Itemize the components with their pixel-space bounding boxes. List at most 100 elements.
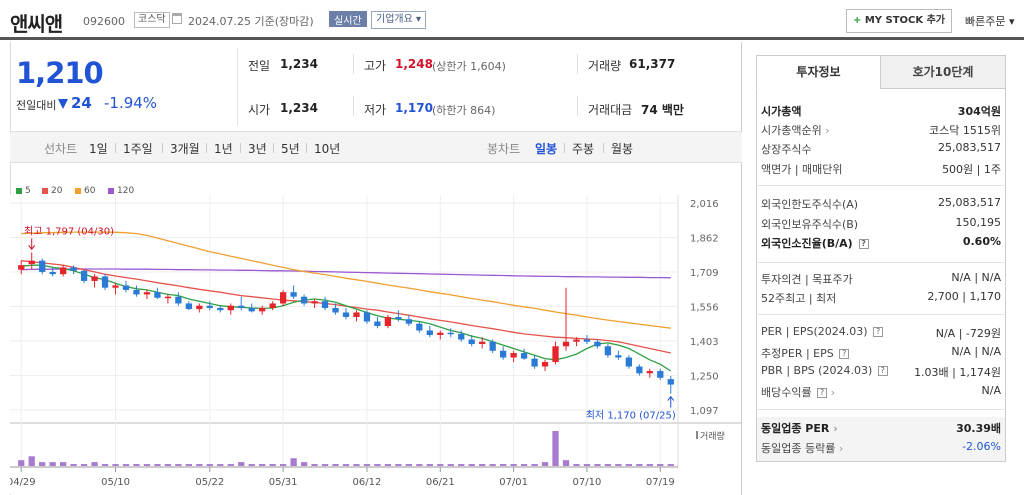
range-10y[interactable]: 10년 [314, 142, 341, 156]
quote-date: 2024.07.25 기준(장마감) [188, 15, 314, 28]
volume-bar [657, 464, 664, 466]
chevron-right-icon[interactable]: › [827, 386, 836, 399]
info-row: 외국인보유주식수(B) 150,195 [761, 216, 1001, 234]
help-icon[interactable]: ? [873, 327, 884, 337]
volume-bar [342, 464, 350, 466]
x-tick-label: 05/22 [195, 477, 224, 488]
chevron-right-icon[interactable]: › [835, 442, 844, 455]
info-value: 25,083,517 [938, 196, 1001, 209]
candle-body [311, 301, 318, 304]
chevron-right-icon[interactable]: › [829, 422, 838, 435]
range-1y[interactable]: 1년 [214, 142, 233, 156]
volume-bar [321, 464, 329, 466]
price-chart[interactable]: 2,016 1,862 1,709 1,556 1,403 1,250 1,097 04/29… [10, 195, 742, 495]
help-icon[interactable]: ? [877, 366, 888, 376]
candle-body [489, 341, 496, 351]
x-tick-label: 06/21 [426, 477, 455, 488]
x-tick-label: 07/10 [573, 477, 602, 488]
realtime-button[interactable]: 실시간 [329, 11, 367, 27]
divider [758, 262, 1004, 263]
info-key: 52주최고 | 최저 [761, 292, 837, 305]
market-badge: 코스닥 [134, 12, 170, 28]
volume-bar [196, 464, 203, 466]
candle-body [636, 366, 643, 374]
info-value: 500원 | 1주 [942, 163, 1001, 176]
volume-bar [248, 464, 255, 466]
low-value: 1,170 [395, 101, 433, 115]
divider [273, 143, 274, 153]
info-row: 52주최고 | 최저 2,700 | 1,170 [761, 290, 1001, 308]
help-icon[interactable]: ? [839, 349, 850, 359]
info-value: N/A | N/A [951, 345, 1001, 358]
divider [758, 314, 1004, 315]
info-value: 150,195 [955, 216, 1002, 229]
volume-bar [552, 431, 559, 466]
tab-investment-info[interactable]: 투자정보 [756, 55, 881, 89]
candle-chart-label: 봉차트 [487, 142, 521, 156]
quick-order-dropdown[interactable]: 빠른주문 ▾ [965, 15, 1015, 28]
range-1w[interactable]: 1주일 [123, 142, 153, 156]
candle-body [238, 305, 245, 308]
range-3y[interactable]: 3년 [248, 142, 267, 156]
divider [577, 54, 578, 74]
volume-bar [416, 464, 423, 466]
line-chart-label: 선차트 [44, 142, 78, 156]
candle-body [562, 341, 570, 347]
y-tick-label: 1,250 [690, 372, 719, 383]
volume-bar [269, 464, 276, 466]
candle-body [625, 357, 632, 367]
x-tick-label: 07/01 [499, 477, 528, 488]
candle-body [154, 292, 161, 298]
volume-bar [531, 464, 538, 466]
candle-body [573, 339, 580, 342]
range-5y[interactable]: 5년 [281, 142, 300, 156]
volume-bar [500, 464, 507, 466]
info-value: -2.06% [962, 440, 1001, 453]
open-value: 1,234 [280, 101, 318, 115]
help-icon[interactable]: ? [858, 239, 869, 249]
divider [206, 143, 207, 153]
candle-body [510, 353, 517, 358]
y-tick-label: 1,403 [690, 337, 719, 348]
divider [603, 143, 604, 153]
change-label: 전일대비 [16, 99, 57, 112]
volume-bar [112, 464, 119, 466]
info-row: 추정PER | EPS ? N/A | N/A [761, 345, 1001, 363]
moving-average-ma120 [21, 268, 671, 279]
mystock-add-button[interactable]: + MY STOCK 추가 [846, 9, 952, 33]
candle-body [28, 260, 35, 265]
volume-bar [395, 464, 402, 466]
range-3m[interactable]: 3개월 [170, 142, 200, 156]
volume-bar [101, 464, 109, 466]
divider [162, 143, 163, 153]
tab-orderbook[interactable]: 호가10단계 [880, 55, 1006, 89]
info-key: 외국인소진율(B/A) ? [761, 235, 869, 251]
candle-body [416, 323, 423, 331]
volume-bar [206, 464, 213, 466]
range-1d[interactable]: 1일 [89, 142, 108, 156]
chevron-right-icon[interactable]: › [821, 124, 830, 137]
corp-info-dropdown[interactable]: 기업개요 ▾ [371, 11, 427, 29]
help-icon[interactable]: ? [817, 388, 828, 398]
candle-body [447, 332, 454, 335]
plus-icon: + [852, 15, 862, 26]
volume-value: 61,377 [629, 57, 676, 71]
info-value: 1.03배 | 1,174원 [914, 366, 1001, 379]
candle-monthly[interactable]: 월봉 [611, 142, 634, 156]
candle-body [615, 355, 622, 358]
candle-daily[interactable]: 일봉 [535, 142, 558, 156]
candle-weekly[interactable]: 주봉 [572, 142, 595, 156]
volume-bar [280, 464, 287, 466]
current-price: 1,210 [16, 56, 104, 90]
candle-body [657, 371, 664, 378]
volume-bar [426, 464, 433, 466]
info-key: 시가총액 [761, 105, 802, 118]
volume-bar [636, 464, 643, 466]
volume-bar [154, 464, 161, 466]
volume-bar [437, 464, 444, 466]
divider [353, 96, 354, 116]
info-row: PBR | BPS (2024.03) ? 1.03배 | 1,174원 [761, 364, 1001, 382]
volume-bar [520, 464, 528, 466]
y-tick-label: 2,016 [690, 199, 719, 210]
y-tick-label: 1,862 [690, 234, 719, 245]
